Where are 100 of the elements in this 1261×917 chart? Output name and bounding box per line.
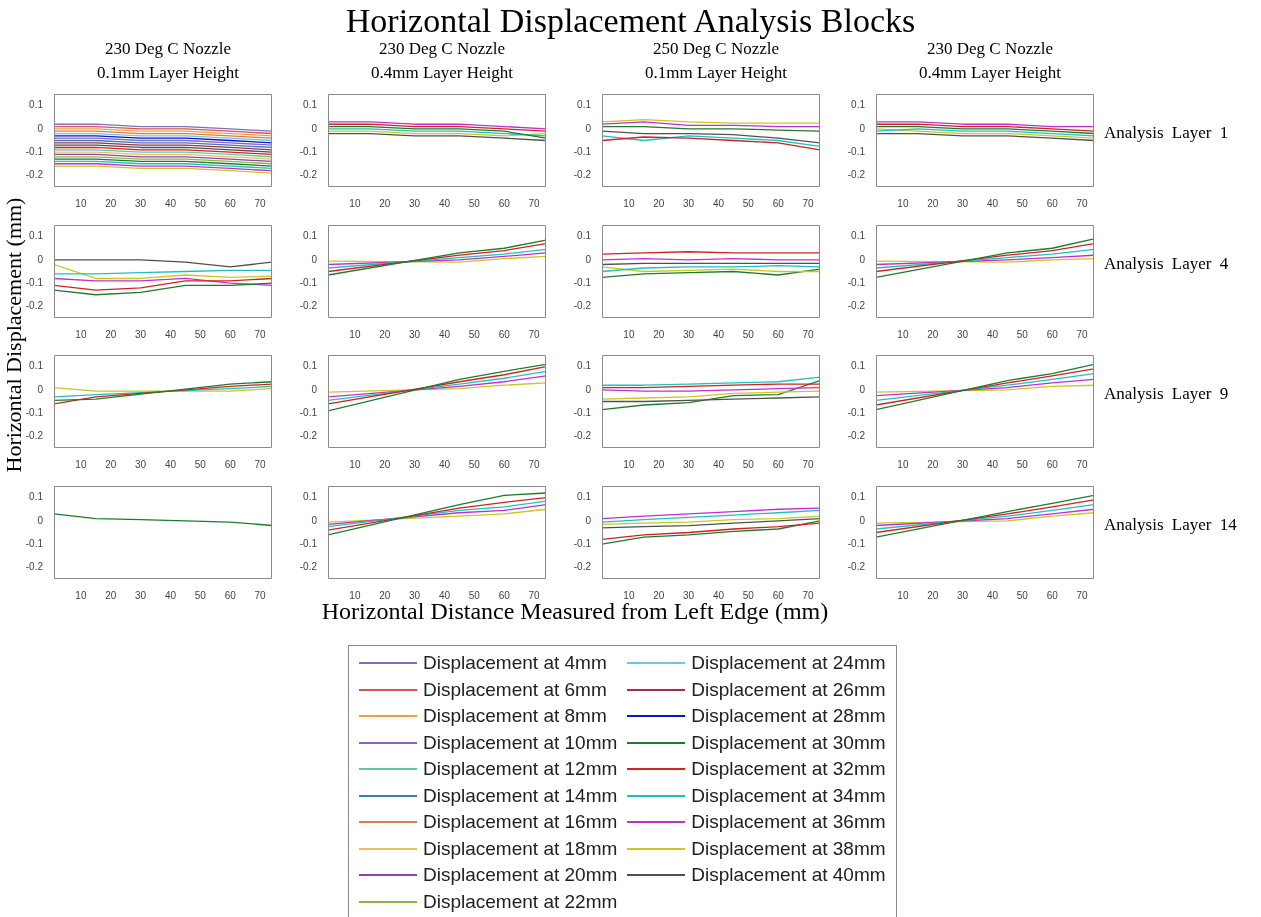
x-tick-label: 50	[1016, 458, 1029, 470]
x-tick-label: 60	[224, 328, 237, 340]
x-tick-label: 20	[653, 328, 665, 340]
x-tick-label: 10	[897, 197, 909, 209]
x-tick-label: 10	[897, 589, 909, 601]
x-tick-label: 20	[653, 589, 665, 601]
chart-subtitle: 230 Deg C Nozzle 0.1mm Layer Height	[95, 38, 241, 84]
x-tick-label: 40	[986, 458, 999, 470]
x-tick-label: 10	[349, 589, 361, 601]
x-tick-label: 60	[1046, 328, 1059, 340]
y-tick-label: -0.2	[299, 169, 318, 181]
chart-subtitle: 230 Deg C Nozzle 0.4mm Layer Height	[918, 39, 1062, 82]
y-tick-label: 0	[37, 122, 44, 134]
x-tick-label: 70	[1076, 197, 1089, 209]
x-tick-label: 20	[927, 328, 939, 340]
x-tick-label: 20	[105, 197, 117, 209]
x-tick-label: 40	[164, 197, 177, 209]
x-tick-label: 30	[957, 589, 969, 601]
y-tick-label: -0.2	[847, 430, 866, 442]
x-tick-label: 70	[1076, 458, 1089, 470]
text: Analysis Layer 1	[1104, 123, 1229, 143]
y-tick-label: 0.1	[577, 99, 592, 111]
y-tick-label: -0.2	[25, 300, 44, 312]
x-tick-label: 70	[1076, 328, 1089, 340]
x-tick-label: 30	[957, 458, 969, 470]
y-tick-label: 0	[311, 514, 318, 526]
x-tick-label: 30	[683, 589, 695, 601]
x-tick-label: 60	[772, 458, 785, 470]
legend-label: Displacement at 18mm	[423, 837, 618, 860]
y-tick-label: -0.1	[573, 145, 592, 157]
legend-label: Displacement at 16mm	[423, 811, 618, 834]
x-tick-label: 70	[528, 589, 541, 601]
x-tick-label: 40	[712, 328, 725, 340]
x-tick-label: 50	[1016, 328, 1029, 340]
text: Analysis Layer 14	[1104, 515, 1237, 535]
legend-label: Displacement at 30mm	[691, 731, 886, 754]
x-tick-label: 60	[1046, 458, 1059, 470]
x-tick-label: 30	[135, 197, 147, 209]
legend-label: Displacement at 26mm	[691, 678, 886, 701]
legend-label: Displacement at 40mm	[691, 864, 886, 887]
x-tick-label: 40	[986, 197, 999, 209]
y-tick-label: 0	[37, 383, 44, 395]
x-tick-label: 30	[957, 197, 969, 209]
x-axis-title: Horizontal Distance Measured from Left Edge (mm)	[321, 598, 829, 624]
x-tick-label: 40	[164, 458, 177, 470]
x-tick-label: 30	[683, 328, 695, 340]
x-tick-label: 50	[468, 458, 481, 470]
x-tick-label: 20	[379, 589, 391, 601]
y-axis-title: Horizontal Displacement (mm)	[1, 196, 26, 475]
x-tick-label: 40	[712, 589, 725, 601]
y-tick-label: 0	[859, 383, 866, 395]
x-tick-label: 10	[623, 197, 635, 209]
x-tick-label: 40	[438, 197, 451, 209]
x-tick-label: 10	[75, 589, 87, 601]
y-tick-label: -0.2	[299, 430, 318, 442]
x-tick-label: 10	[75, 458, 87, 470]
x-tick-label: 10	[349, 458, 361, 470]
legend-label: Displacement at 24mm	[691, 652, 886, 675]
x-tick-label: 20	[105, 589, 117, 601]
text: Horizontal Displacement Analysis Blocks	[344, 2, 917, 40]
x-tick-label: 10	[349, 197, 361, 209]
x-tick-label: 60	[1046, 589, 1059, 601]
y-tick-label: -0.2	[573, 561, 592, 573]
y-tick-label: 0	[859, 253, 866, 265]
y-tick-label: 0	[585, 253, 592, 265]
y-tick-label: -0.1	[573, 406, 592, 418]
y-tick-label: 0	[311, 383, 318, 395]
y-tick-label: -0.2	[573, 300, 592, 312]
x-tick-label: 40	[438, 458, 451, 470]
y-tick-label: 0	[311, 122, 318, 134]
x-tick-label: 20	[653, 197, 665, 209]
y-tick-label: 0	[585, 122, 592, 134]
x-tick-label: 10	[623, 589, 635, 601]
x-tick-label: 30	[409, 328, 421, 340]
x-tick-label: 70	[802, 197, 815, 209]
x-tick-label: 70	[254, 458, 267, 470]
x-tick-label: 40	[712, 458, 725, 470]
x-tick-label: 40	[164, 328, 177, 340]
x-tick-label: 50	[468, 328, 481, 340]
x-tick-label: 30	[409, 458, 421, 470]
x-tick-label: 50	[742, 197, 755, 209]
text: Analysis Layer 9	[1104, 384, 1229, 404]
y-tick-label: -0.1	[847, 406, 866, 418]
chart-subtitle: 230 Deg C Nozzle 0.4mm Layer Height	[369, 39, 515, 84]
x-tick-label: 40	[986, 589, 999, 601]
x-tick-label: 60	[772, 328, 785, 340]
x-tick-label: 50	[742, 328, 755, 340]
y-tick-label: 0.1	[303, 491, 318, 503]
y-tick-label: 0.1	[303, 230, 318, 242]
x-tick-label: 50	[742, 589, 755, 601]
x-tick-label: 70	[254, 328, 267, 340]
y-tick-label: -0.1	[299, 537, 318, 549]
y-tick-label: -0.2	[573, 169, 592, 181]
x-tick-label: 10	[349, 328, 361, 340]
y-tick-label: -0.1	[25, 145, 44, 157]
y-tick-label: -0.2	[25, 430, 44, 442]
y-tick-label: -0.1	[847, 276, 866, 288]
y-tick-label: 0.1	[29, 230, 44, 242]
x-tick-label: 70	[528, 458, 541, 470]
x-tick-label: 70	[802, 589, 815, 601]
